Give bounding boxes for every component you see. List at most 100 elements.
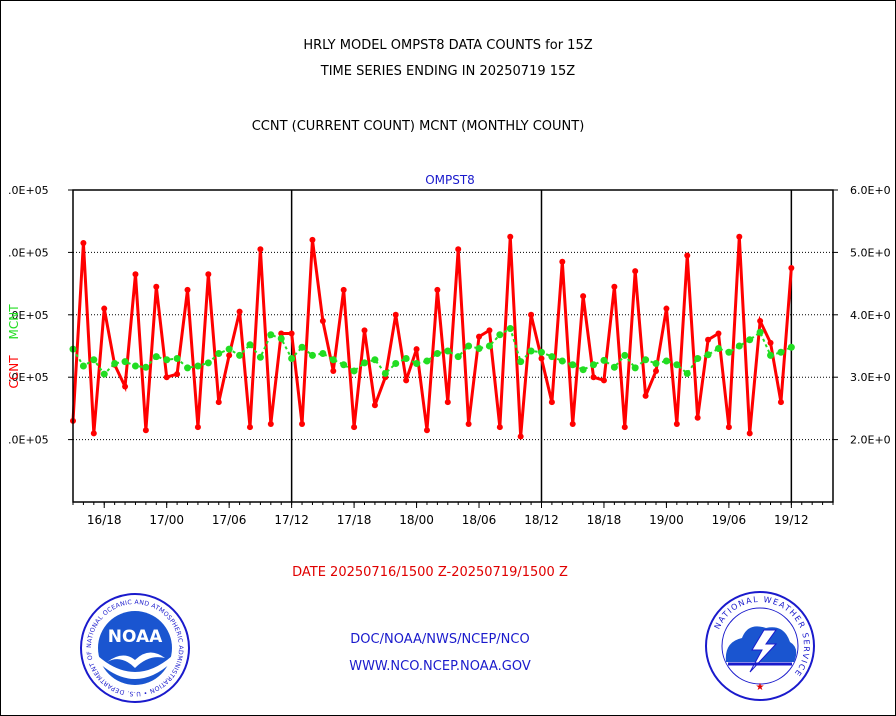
ccnt-data-point — [194, 424, 201, 431]
mcnt-data-point — [392, 359, 400, 367]
y-label-ccnt: CCNT — [7, 355, 21, 389]
chart-title-line-3: CCNT (CURRENT COUNT) MCNT (MONTHLY COUNT… — [251, 119, 585, 134]
ccnt-data-point — [267, 421, 274, 427]
mcnt-data-point — [652, 359, 660, 367]
ccnt-data-point — [340, 286, 347, 293]
mcnt-data-point — [319, 349, 327, 357]
mcnt-data-point — [111, 359, 119, 367]
ccnt-data-point — [90, 430, 97, 437]
ccnt-data-point — [215, 399, 222, 406]
ccnt-data-point — [642, 392, 649, 399]
mcnt-data-point — [298, 343, 306, 351]
ccnt-data-point — [517, 433, 524, 440]
mcnt-data-point — [433, 349, 441, 357]
ccnt-data-point — [548, 399, 555, 406]
mcnt-data-point — [787, 343, 795, 351]
org-label: DOC/NOAA/NWS/NCEP/NCO — [350, 632, 530, 647]
ccnt-data-point — [621, 424, 628, 431]
mcnt-data-point — [537, 348, 545, 356]
date-range-label: DATE 20250716/1500 Z-20250719/1500 Z — [292, 565, 568, 580]
x-tick-label: 18/12 — [524, 513, 559, 527]
x-tick-label: 17/06 — [212, 513, 247, 527]
mcnt-data-point — [131, 362, 139, 370]
ccnt-series-line — [71, 236, 793, 437]
mcnt-data-point — [402, 354, 410, 362]
y-tick-label-left: .0E+05 — [8, 309, 49, 322]
ccnt-data-point — [757, 318, 764, 325]
ccnt-data-point — [455, 246, 462, 253]
mcnt-data-point — [194, 362, 202, 370]
mcnt-data-point — [631, 364, 639, 372]
ccnt-data-point — [423, 427, 430, 434]
x-tick-label: 18/18 — [587, 513, 622, 527]
mcnt-data-point — [308, 351, 316, 359]
ccnt-data-point — [205, 271, 212, 278]
mcnt-data-point — [694, 354, 702, 362]
y-tick-label-right: 3.0E+0 — [850, 371, 891, 384]
ccnt-data-point — [736, 233, 743, 240]
mcnt-data-point — [506, 325, 514, 333]
mcnt-data-point — [444, 347, 452, 355]
y-label-mcnt: MCNT — [7, 304, 21, 340]
ccnt-data-point — [288, 330, 295, 337]
mcnt-data-point — [423, 357, 431, 365]
ccnt-data-point — [788, 265, 795, 271]
ccnt-data-point — [767, 339, 774, 346]
mcnt-data-point — [590, 361, 598, 369]
ccnt-data-point — [580, 293, 587, 300]
ccnt-data-point — [413, 346, 420, 353]
mcnt-data-point — [90, 356, 98, 364]
mcnt-data-point — [236, 351, 244, 359]
x-tick-label: 19/00 — [649, 513, 684, 527]
ccnt-data-point — [278, 330, 285, 337]
ccnt-data-point — [309, 236, 316, 243]
ccnt-data-point — [486, 327, 493, 334]
ccnt-data-point — [507, 233, 514, 240]
mcnt-data-point — [725, 348, 733, 356]
ccnt-data-point — [694, 414, 701, 421]
ccnt-data-point — [528, 311, 535, 318]
mcnt-data-point — [204, 359, 212, 367]
mcnt-data-point — [465, 342, 473, 350]
ccnt-data-point — [684, 252, 691, 259]
ccnt-data-point — [653, 367, 660, 374]
ccnt-data-point — [663, 305, 670, 312]
mcnt-data-point — [496, 331, 504, 339]
mcnt-data-point — [350, 367, 358, 375]
noaa-logo-text: NOAA — [108, 627, 163, 647]
mcnt-data-point — [163, 356, 171, 364]
mcnt-data-point — [173, 354, 181, 362]
mcnt-data-point — [361, 359, 369, 367]
ccnt-data-point — [673, 421, 680, 427]
mcnt-data-point — [548, 353, 556, 361]
mcnt-data-point — [381, 369, 389, 377]
ccnt-data-point — [715, 330, 722, 337]
mcnt-data-point — [579, 366, 587, 374]
ccnt-data-point — [371, 402, 378, 409]
ccnt-data-point — [132, 271, 139, 278]
plot-area-border — [72, 189, 834, 503]
ccnt-data-point — [236, 308, 243, 315]
ccnt-data-point — [559, 258, 566, 265]
mcnt-data-point — [121, 358, 129, 366]
ccnt-data-point — [465, 421, 472, 427]
mcnt-data-point — [714, 344, 722, 352]
mcnt-data-point — [454, 353, 462, 361]
mcnt-data-point — [340, 361, 348, 369]
mcnt-data-point — [767, 351, 775, 359]
ccnt-data-point — [299, 421, 306, 427]
mcnt-data-point — [277, 335, 285, 343]
ccnt-data-point — [153, 283, 160, 290]
website-link[interactable]: WWW.NCO.NCEP.NOAA.GOV — [349, 659, 531, 674]
y-tick-label-right: 2.0E+0 — [850, 434, 891, 447]
ccnt-data-point — [725, 424, 732, 431]
y-tick-label-left: .0E+05 — [8, 371, 49, 384]
mcnt-data-point — [288, 354, 296, 362]
ccnt-data-point — [746, 430, 753, 437]
y-tick-label-right: 5.0E+0 — [850, 246, 891, 259]
ccnt-data-point — [777, 399, 784, 406]
ccnt-data-point — [403, 377, 410, 384]
mcnt-data-point — [371, 356, 379, 364]
mcnt-data-point — [517, 358, 525, 366]
chart-title-line-1: HRLY MODEL OMPST8 DATA COUNTS for 15Z — [303, 38, 593, 53]
